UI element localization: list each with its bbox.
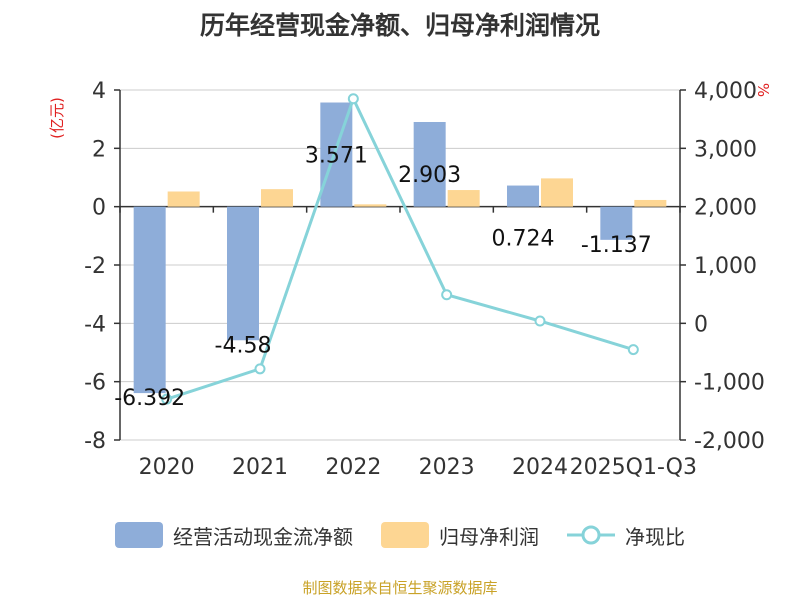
- bar-net-profit: [634, 199, 667, 207]
- right-tick-label: -1,000: [694, 371, 765, 396]
- data-label-cash-flow: -4.58: [215, 333, 272, 358]
- left-tick-label: 2: [92, 137, 106, 162]
- right-tick-label: -2,000: [694, 429, 765, 454]
- x-tick-label: 2022: [325, 455, 381, 480]
- source-note: 制图数据来自恒生聚源数据库: [302, 579, 498, 597]
- x-tick-label: 2021: [232, 455, 288, 480]
- bar-net-profit: [541, 178, 573, 207]
- data-label-cash-flow: -1.137: [581, 233, 652, 258]
- point-ratio: [441, 289, 453, 301]
- legend-item-cash-flow[interactable]: 经营活动现金流净额: [115, 521, 353, 550]
- legend: 经营活动现金流净额 归母净利润 净现比: [0, 518, 800, 552]
- right-tick-label: 4,000: [694, 79, 757, 104]
- data-label-cash-flow: -6.392: [114, 386, 185, 411]
- left-axis-unit: (亿元): [48, 97, 66, 139]
- legend-swatch-net-profit: [381, 522, 429, 548]
- right-tick-label: 3,000: [694, 137, 757, 162]
- left-tick-label: -2: [84, 254, 106, 279]
- bar-net-profit: [354, 204, 387, 207]
- right-axis-unit: %: [754, 83, 772, 97]
- point-ratio: [161, 393, 173, 405]
- legend-label-net-profit: 归母净利润: [439, 524, 539, 549]
- legend-line-circle-icon: [567, 525, 615, 545]
- legend-item-net-profit[interactable]: 归母净利润: [381, 521, 539, 550]
- data-label-cash-flow: 3.571: [305, 144, 368, 169]
- data-label-cash-flow: 2.903: [398, 163, 461, 188]
- point-ratio: [254, 363, 266, 375]
- left-tick-label: 0: [92, 196, 106, 221]
- left-tick-label: -6: [84, 371, 106, 396]
- chart-title: 历年经营现金净额、归母净利润情况: [199, 11, 600, 40]
- data-label-cash-flow: 0.724: [492, 227, 555, 252]
- bar-net-profit: [447, 190, 480, 207]
- x-tick-label: 2024: [512, 455, 568, 480]
- left-tick-label: -8: [84, 429, 106, 454]
- x-tick-label: 2025Q1-Q3: [570, 455, 697, 480]
- left-tick-label: 4: [92, 79, 106, 104]
- bar-net-profit: [261, 189, 293, 207]
- bar-net-profit: [167, 191, 200, 207]
- line-ratio: [166, 94, 634, 401]
- x-tick-label: 2020: [139, 455, 195, 480]
- legend-swatch-cash-flow: [115, 522, 163, 548]
- right-tick-label: 2,000: [694, 196, 757, 221]
- bar-cash-flow: [600, 206, 633, 240]
- point-ratio: [534, 315, 546, 327]
- right-tick-label: 1,000: [694, 254, 757, 279]
- bar-cash-flow: [133, 206, 166, 394]
- left-tick-label: -4: [84, 312, 106, 337]
- right-tick-label: 0: [694, 312, 708, 337]
- bar-cash-flow: [227, 206, 259, 341]
- legend-item-ratio[interactable]: 净现比: [567, 521, 685, 550]
- bar-cash-flow: [413, 121, 446, 207]
- legend-label-ratio: 净现比: [625, 524, 685, 549]
- point-ratio: [627, 344, 639, 356]
- bar-cash-flow: [507, 185, 539, 207]
- point-ratio: [347, 93, 359, 105]
- legend-label-cash-flow: 经营活动现金流净额: [173, 524, 353, 549]
- x-tick-label: 2023: [419, 455, 475, 480]
